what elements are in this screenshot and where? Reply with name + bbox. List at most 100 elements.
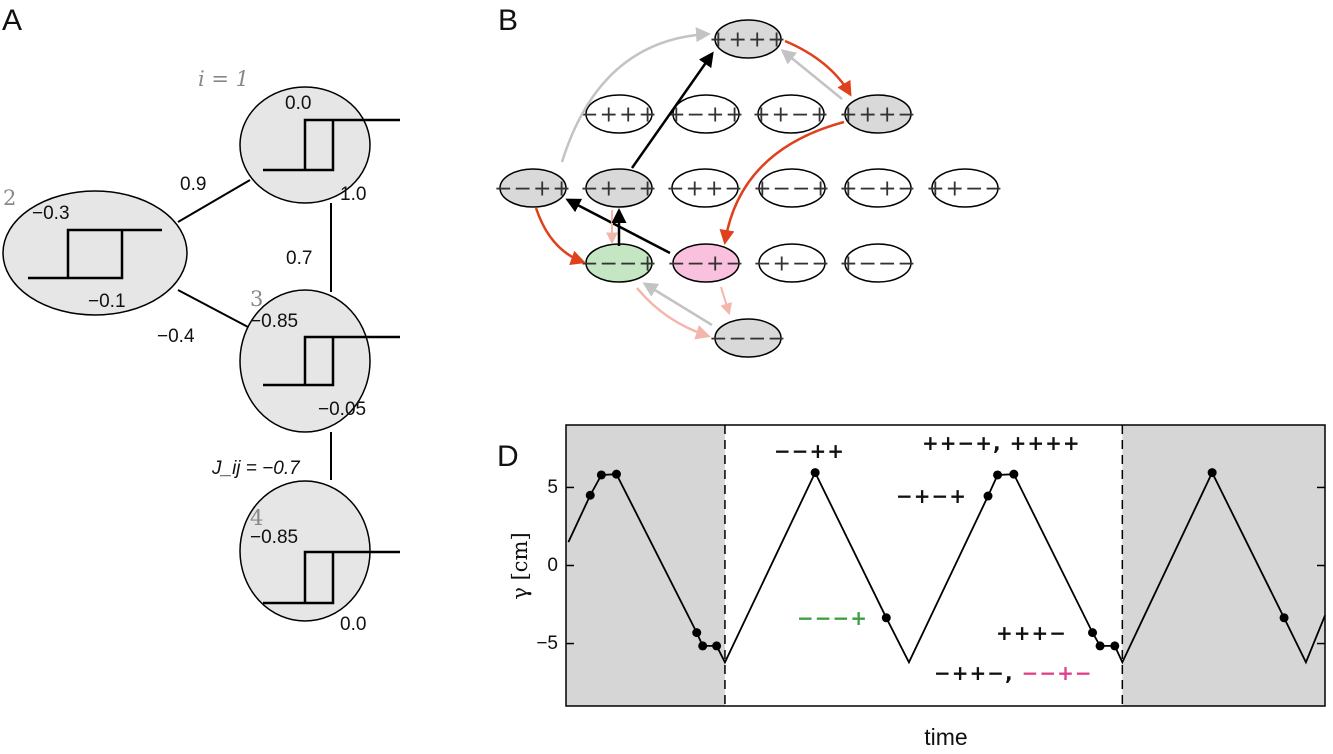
state-label: +−++ bbox=[667, 103, 745, 128]
upper-threshold: 0.0 bbox=[285, 93, 311, 114]
state-label: −−−− bbox=[709, 327, 787, 352]
state-label: ++++ bbox=[709, 28, 787, 53]
state-label: −+−+ bbox=[580, 177, 658, 202]
state-node-pppm: +++− bbox=[839, 94, 916, 134]
state-label: ++−+ bbox=[752, 103, 830, 128]
data-point bbox=[596, 470, 606, 480]
node-1: i = 1 0.0 1.0 bbox=[198, 67, 400, 205]
state-ellipse bbox=[672, 243, 740, 283]
x-axis-label: time bbox=[924, 724, 967, 750]
state-label: −+++ bbox=[580, 103, 658, 128]
data-point bbox=[993, 470, 1003, 480]
state-node-mpmm: −+−− bbox=[753, 243, 830, 283]
state-ellipse bbox=[671, 168, 739, 208]
coupling-3-4: J_ij = −0.7 bbox=[211, 458, 301, 479]
state-ellipse bbox=[844, 94, 912, 134]
node-index: 3 bbox=[250, 287, 263, 311]
state-node-mppm: −++− bbox=[666, 168, 743, 208]
state-node-mppp: −+++ bbox=[580, 94, 658, 134]
arrow-mmmm-to-mmmp bbox=[642, 282, 713, 327]
annotation-mmpm: −−+− bbox=[1022, 661, 1093, 685]
arrow-mmpm-to-mmmm bbox=[720, 286, 732, 316]
coupling-2-3: −0.4 bbox=[157, 326, 195, 347]
data-point bbox=[983, 491, 993, 501]
state-node-mmmp: −−−+ bbox=[580, 243, 657, 283]
data-point bbox=[1095, 641, 1105, 651]
data-point bbox=[1110, 641, 1120, 651]
state-node-mpmp: −+−+ bbox=[580, 168, 658, 208]
state-node-pmpp: +−++ bbox=[667, 94, 745, 134]
annotation-ppmp-pppp: ++−+, ++++ bbox=[922, 431, 1081, 455]
node-index: 4 bbox=[250, 506, 263, 530]
arrow-pppp-to-pppm bbox=[784, 39, 852, 97]
node-4: 4 −0.85 0.0 bbox=[239, 480, 400, 635]
arrow-pppm-to-pppp bbox=[780, 49, 843, 100]
state-node-ppmm: ++−− bbox=[926, 168, 1004, 208]
annotation-pppm: +++− bbox=[996, 621, 1067, 645]
state-ellipse bbox=[758, 168, 826, 208]
y-axis-label: γ [cm] bbox=[508, 532, 532, 599]
state-ellipse bbox=[672, 94, 740, 134]
arrow-mmpp-to-pppp bbox=[560, 27, 711, 163]
panel-d-label: D bbox=[497, 440, 519, 473]
panel-b-label: B bbox=[498, 4, 518, 37]
annotation-mpmp: −+−+ bbox=[896, 484, 967, 508]
panel-a: A 0.9 0.7 −0.4 J_ij = −0.7 i = 1 0.0 1.0… bbox=[2, 4, 400, 635]
lower-threshold: −0.1 bbox=[88, 291, 126, 312]
shaded-region bbox=[1122, 425, 1325, 706]
state-ellipse bbox=[758, 243, 826, 283]
data-point bbox=[1207, 468, 1217, 478]
state-label: −−++ bbox=[494, 177, 572, 202]
hysteresis-loop-icon bbox=[263, 335, 400, 387]
state-ellipse bbox=[931, 168, 999, 208]
hysteresis-loop-icon bbox=[28, 228, 162, 280]
state-node-pmmm: +−−− bbox=[839, 243, 916, 283]
state-node-mmpm: −−+− bbox=[667, 243, 745, 283]
annotation-mmmp: −−−+ bbox=[797, 606, 868, 630]
state-node-ppmp: ++−+ bbox=[752, 94, 830, 134]
lower-threshold: 1.0 bbox=[340, 184, 366, 205]
shaded-region bbox=[566, 425, 725, 706]
state-label: −−+− bbox=[667, 252, 745, 277]
data-point bbox=[712, 641, 722, 651]
state-ellipse bbox=[844, 168, 912, 208]
state-label: ++−− bbox=[926, 177, 1004, 202]
state-node-mmmm: −−−− bbox=[709, 318, 787, 358]
state-ellipse bbox=[585, 168, 653, 208]
node-3: 3 −0.85 −0.05 bbox=[239, 287, 400, 433]
data-point bbox=[611, 469, 621, 479]
arrow-mpmp-to-pppp bbox=[630, 51, 714, 169]
state-node-mmpp: −−++ bbox=[494, 168, 572, 208]
lower-threshold: 0.0 bbox=[340, 614, 366, 635]
panel-a-label: A bbox=[2, 4, 22, 37]
panel-b: B ++++ −+++ +−++ ++−+ +++− −−++ −+−+ −++− +−−+ +−… bbox=[494, 4, 1004, 358]
data-point bbox=[1009, 469, 1019, 479]
state-label: +−+− bbox=[839, 177, 917, 202]
data-point bbox=[585, 490, 595, 500]
state-ellipse bbox=[585, 94, 653, 134]
annotation-mppm: −++−, bbox=[934, 661, 1022, 685]
hysteresis-loop-icon bbox=[263, 550, 400, 605]
state-ellipse bbox=[499, 168, 567, 208]
annotation-mppm-mmpm: −++−, −−+− bbox=[934, 661, 1093, 685]
state-ellipse bbox=[714, 19, 782, 59]
annotation-mmpp: −−++ bbox=[774, 439, 845, 463]
upper-threshold: −0.85 bbox=[250, 311, 298, 332]
state-ellipse bbox=[844, 243, 912, 283]
data-point bbox=[1088, 628, 1098, 638]
edge-1-2 bbox=[177, 179, 251, 223]
data-point bbox=[698, 641, 708, 651]
y-tick-label: −5 bbox=[536, 633, 558, 654]
data-point bbox=[881, 613, 891, 623]
panel-d: D 50−5 time γ [cm] −−++ ++−+, ++++ −+−+ … bbox=[497, 424, 1326, 750]
coupling-1-3: 0.7 bbox=[286, 248, 312, 269]
state-node-pmmp: +−−+ bbox=[753, 168, 831, 208]
state-node-pmpm: +−+− bbox=[839, 168, 917, 208]
y-tick-label: 5 bbox=[547, 477, 558, 498]
coupling-1-2: 0.9 bbox=[180, 174, 206, 195]
node-index: i = 1 bbox=[198, 67, 249, 91]
node-2: 2 −0.3 −0.1 bbox=[2, 186, 188, 316]
y-tick-label: 0 bbox=[547, 555, 558, 576]
state-label: +−−+ bbox=[753, 177, 831, 202]
